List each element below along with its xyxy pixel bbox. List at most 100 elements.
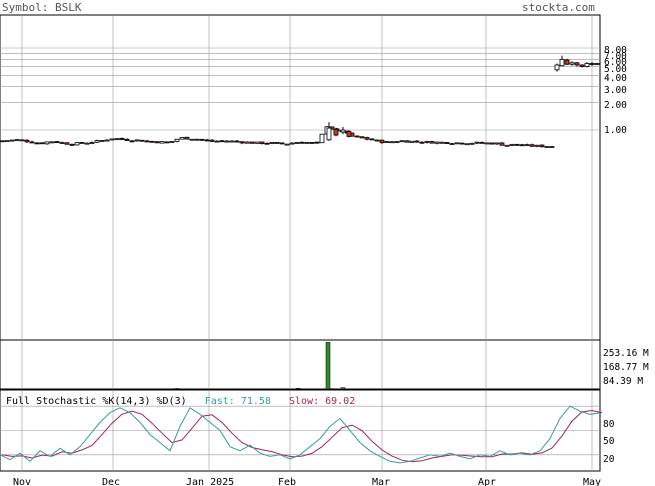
candle-body [259, 141, 265, 144]
candle-body [4, 140, 10, 143]
candle-body [274, 142, 280, 144]
candle-body [489, 142, 495, 145]
candle-body [539, 144, 545, 148]
candle-body [64, 142, 70, 145]
fast-value: Fast: 71.58 [204, 396, 271, 407]
candle-body [404, 140, 410, 143]
candle-body [19, 139, 25, 142]
candle-body [169, 141, 175, 143]
candle-body [139, 139, 145, 142]
candle-body [399, 140, 405, 143]
candle-body [189, 138, 195, 141]
candle-body [474, 141, 480, 144]
candle-body [564, 59, 570, 65]
candle-body [29, 141, 35, 144]
candle-body [369, 138, 375, 141]
candle-body [74, 142, 80, 146]
volume-bar [325, 342, 331, 390]
candle-body [234, 140, 240, 143]
candle-body [174, 138, 180, 142]
candle-body [524, 144, 530, 147]
candle-body [279, 142, 285, 145]
candle-body [379, 139, 385, 144]
candle-body [39, 142, 45, 145]
candle-body [94, 140, 100, 143]
candle-body [14, 139, 20, 142]
x-tick-label: Dec [102, 477, 120, 486]
x-tick-label: Jan 2025 [186, 477, 234, 486]
stoch-tick-label: 50 [603, 436, 615, 447]
candle-body [584, 63, 590, 67]
candle-body [194, 138, 200, 141]
candle-body [69, 143, 75, 146]
candle-body [219, 140, 225, 143]
candle-body [579, 64, 585, 67]
candle-body [499, 142, 505, 146]
candle-body [164, 141, 170, 144]
candle-body [364, 137, 370, 140]
candle-body [394, 141, 400, 144]
candle-body [359, 136, 365, 139]
candle-body [84, 142, 90, 145]
candle-body [409, 140, 415, 143]
candle-body [134, 139, 140, 142]
candle-body [289, 142, 295, 145]
candle-body [444, 142, 450, 144]
candle-body [419, 141, 425, 144]
candle-body [154, 141, 160, 144]
candle-body [229, 140, 235, 143]
volume-tick-label: 168.77 M [603, 362, 649, 373]
candle-body [49, 141, 55, 144]
candle-body [224, 140, 230, 143]
fast-line [0, 405, 601, 464]
price-tick-label: 8.00 [604, 45, 627, 56]
stochastic-lines [0, 405, 603, 464]
candle-body [244, 141, 250, 144]
candle-body [354, 135, 360, 138]
price-panel-frame [0, 14, 601, 341]
candle-body [254, 141, 260, 144]
candle-body [414, 140, 420, 143]
price-tick-label: 2.00 [604, 100, 627, 111]
candle-body [484, 142, 490, 145]
volume-bars [174, 342, 346, 390]
price-axis-labels: 8.00 7.00 6.00 5.00 4.00 3.00 2.00 1.00 [604, 45, 627, 136]
candle-body [314, 141, 320, 144]
candle-body [304, 142, 310, 144]
x-tick-label: Nov [13, 477, 31, 486]
candle-body [184, 136, 190, 140]
candle-body [214, 140, 220, 143]
candle-body [104, 139, 110, 142]
candle-body [269, 142, 275, 144]
slow-value: Slow: 69.02 [288, 396, 356, 407]
price-tick-label: 1.00 [604, 125, 627, 136]
candle-body [144, 140, 150, 143]
candle-body [44, 141, 50, 145]
x-axis-labels: Nov Dec Jan 2025 Feb Mar Apr May [13, 477, 601, 486]
candle-body [119, 137, 125, 140]
candle-body [549, 146, 555, 149]
volume-bar [340, 387, 346, 390]
candle-body [204, 139, 210, 142]
candle-body [449, 143, 455, 146]
volume-axis-labels: 253.16 M 168.77 M 84.39 M [603, 348, 649, 387]
candle-body [469, 142, 475, 145]
candle-body [319, 133, 325, 144]
candle-body [384, 141, 390, 143]
candle-body [309, 142, 315, 144]
candle-body [179, 137, 185, 140]
candle-body [54, 141, 60, 144]
volume-bar [174, 388, 180, 390]
candle-body [374, 139, 380, 142]
stoch-axis-labels: 80 50 20 [603, 419, 615, 465]
candle-body [249, 141, 255, 144]
candle-body [109, 138, 115, 141]
candle-body [124, 138, 130, 142]
x-tick-label: Feb [278, 477, 296, 486]
candle-body [559, 58, 565, 67]
candle-body [574, 62, 580, 66]
candle-body [9, 139, 15, 142]
candle-body [159, 141, 165, 144]
candle-body [424, 140, 430, 143]
